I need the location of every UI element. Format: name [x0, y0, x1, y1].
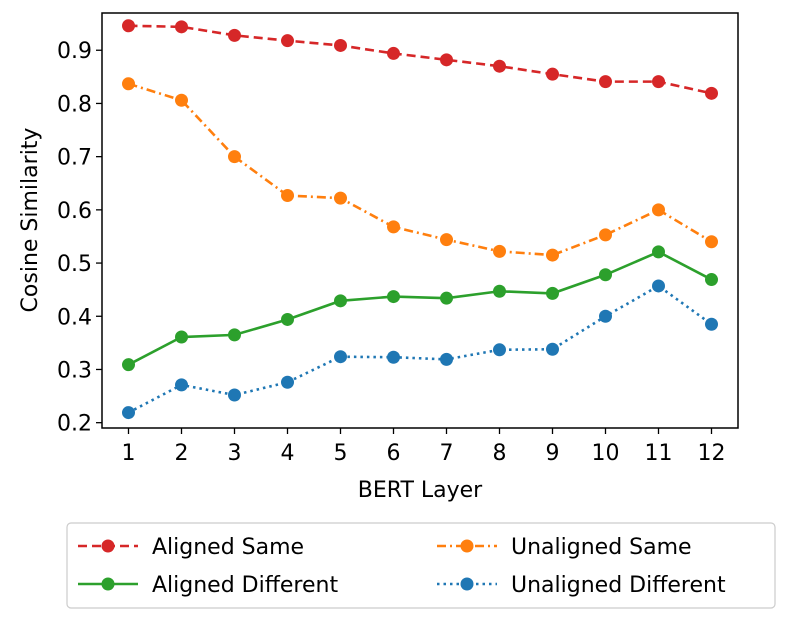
data-point — [387, 220, 400, 234]
data-point — [228, 28, 241, 42]
data-point — [334, 350, 347, 364]
y-axis-label: Cosine Similarity — [18, 128, 43, 313]
legend-item: Unaligned Same — [437, 535, 692, 560]
data-point — [122, 406, 135, 420]
series-line-unaligned-same — [128, 82, 713, 257]
data-point — [705, 86, 718, 100]
data-point — [122, 77, 135, 91]
legend-swatch-marker — [101, 577, 115, 591]
y-axis: 0.2 0.3 0.4 0.5 0.6 0.7 0.8 0.9 — [57, 39, 102, 437]
plot-area: 0.20.30.40.50.60.70.80.9 1 2 3 4 5 6 7 8 9 10 11 12 — [57, 12, 739, 466]
data-point — [387, 350, 400, 364]
y-tick-label: 0.7 — [57, 146, 92, 171]
data-point — [281, 188, 294, 202]
data-point — [493, 343, 506, 357]
data-point — [440, 233, 453, 247]
y-tick-label: 0.2 — [57, 412, 92, 437]
data-point — [281, 34, 294, 48]
data-point — [334, 38, 347, 52]
x-tick-label: 4 — [281, 441, 295, 466]
data-point — [175, 378, 188, 392]
data-point — [546, 248, 559, 262]
series-aligned-same — [122, 19, 718, 100]
data-point — [228, 388, 241, 402]
y-tick-label: 0.5 — [57, 252, 92, 277]
data-point — [122, 358, 135, 372]
data-point — [228, 150, 241, 164]
x-axis: 1 2 3 4 5 6 7 8 9 10 11 12 — [122, 428, 726, 466]
series-aligned-different — [122, 245, 718, 372]
data-point — [599, 268, 612, 282]
data-point — [705, 273, 718, 287]
legend: Aligned Same Unaligned Same Aligned Differ… — [66, 522, 776, 609]
data-point — [546, 342, 559, 356]
legend-swatch-marker — [460, 577, 474, 591]
data-point — [705, 235, 718, 249]
x-tick-label: 8 — [493, 441, 507, 466]
legend-item: Unaligned Different — [437, 573, 726, 598]
data-point — [122, 19, 135, 33]
plot-frame — [101, 12, 739, 429]
series-line-unaligned-different — [127, 284, 713, 414]
data-point — [281, 312, 294, 326]
series-layer — [122, 19, 718, 420]
data-point — [493, 244, 506, 258]
x-tick-label: 10 — [592, 441, 620, 466]
series-line-aligned-different — [127, 250, 713, 366]
data-point — [281, 375, 294, 389]
x-tick-label: 12 — [698, 441, 726, 466]
data-point — [440, 352, 453, 366]
data-point — [387, 290, 400, 304]
series-line-aligned-same — [128, 24, 712, 95]
data-point — [334, 191, 347, 205]
x-tick-label: 11 — [645, 441, 673, 466]
data-point — [334, 294, 347, 308]
x-tick-label: 1 — [122, 441, 136, 466]
data-point — [599, 309, 612, 323]
legend-label: Unaligned Different — [511, 573, 726, 598]
data-point — [493, 284, 506, 298]
x-tick-label: 5 — [334, 441, 348, 466]
data-point — [652, 245, 665, 259]
data-point — [705, 317, 718, 331]
data-point — [175, 20, 188, 34]
data-point — [440, 291, 453, 305]
legend-item: Aligned Same — [78, 535, 304, 560]
data-point — [652, 75, 665, 89]
legend-item: Aligned Different — [78, 573, 338, 598]
data-point — [652, 279, 665, 293]
x-tick-label: 2 — [175, 441, 189, 466]
x-axis-label: BERT Layer — [358, 478, 483, 503]
legend-label: Aligned Same — [152, 535, 304, 560]
x-tick-label: 7 — [440, 441, 454, 466]
y-tick-label: 0.4 — [57, 305, 92, 330]
legend-label: Unaligned Same — [511, 535, 692, 560]
data-point — [546, 286, 559, 300]
series-unaligned-same — [122, 77, 718, 262]
x-tick-label: 6 — [387, 441, 401, 466]
data-point — [175, 93, 188, 107]
y-tick-label: 0.6 — [57, 199, 92, 224]
y-tick-label: 0.8 — [57, 92, 92, 117]
legend-frame — [66, 522, 776, 609]
data-point — [652, 203, 665, 217]
y-tick-label: 0.3 — [57, 358, 92, 383]
y-tick-label: 0.9 — [57, 39, 92, 64]
data-point — [599, 228, 612, 242]
legend-swatch-marker — [101, 539, 115, 553]
data-point — [228, 328, 241, 342]
data-point — [387, 46, 400, 60]
data-point — [599, 75, 612, 89]
x-tick-label: 9 — [546, 441, 560, 466]
data-point — [493, 59, 506, 73]
data-point — [546, 67, 559, 81]
legend-swatch-marker — [460, 539, 474, 553]
legend-label: Aligned Different — [152, 573, 338, 598]
data-point — [440, 53, 453, 67]
x-tick-label: 3 — [228, 441, 242, 466]
data-point — [175, 330, 188, 344]
series-unaligned-different — [122, 279, 718, 420]
